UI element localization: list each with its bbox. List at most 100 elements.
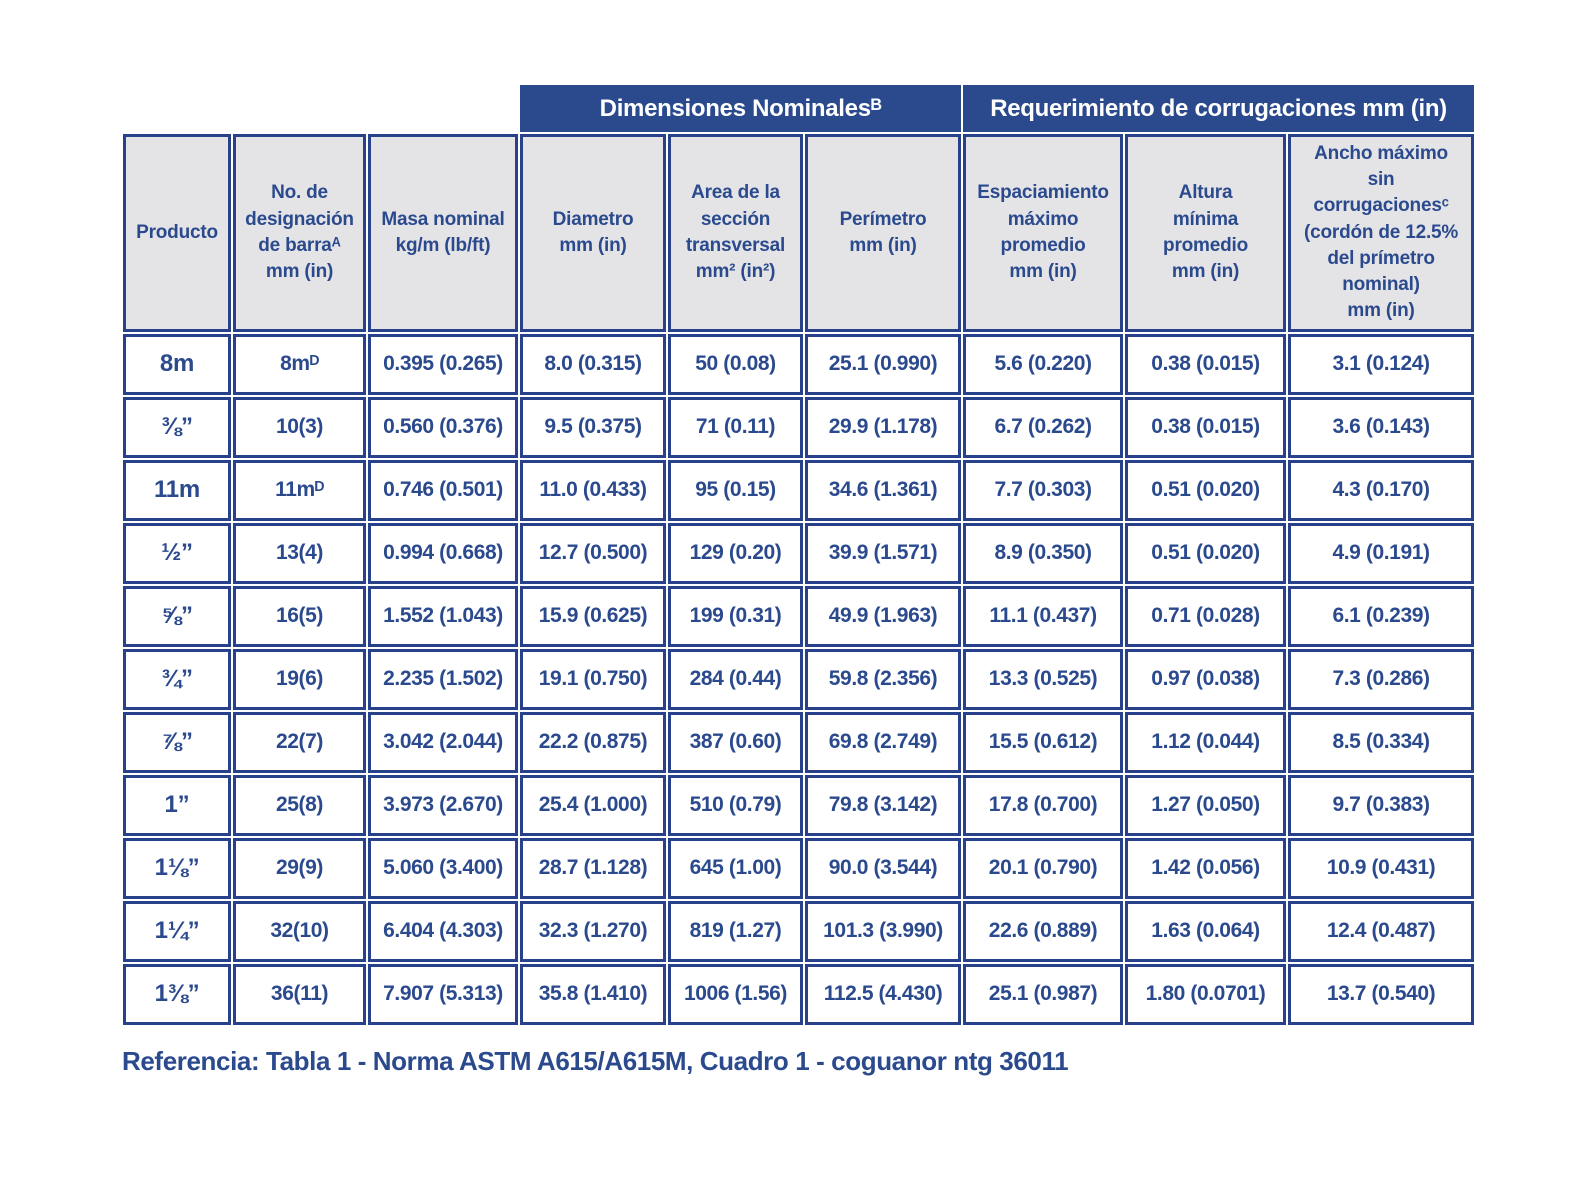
table-cell-designacion: 32(10) <box>233 900 366 962</box>
table-cell-producto: ⅝” <box>123 585 231 647</box>
table-cell-perimetro: 29.9 (1.178) <box>805 396 962 458</box>
table-row: ⅝” 16(5) 1.552 (1.043) 15.9 (0.625) 199 (0.3… <box>123 585 1475 647</box>
table-cell-producto: 8m <box>123 333 231 395</box>
table-cell-ancho: 8.5 (0.334) <box>1288 711 1475 773</box>
table-cell-designacion: 11mᴰ <box>233 459 366 521</box>
table-cell-espaciamiento: 13.3 (0.525) <box>963 648 1124 710</box>
column-header-row: Producto No. de designación de barraᴬ mm … <box>123 134 1475 332</box>
table-cell-ancho: 4.9 (0.191) <box>1288 522 1475 584</box>
column-header-area-seccion: Area de la sección transversal mm² (in²) <box>668 134 803 332</box>
table-cell-area-seccion: 71 (0.11) <box>668 396 803 458</box>
table-cell-ancho: 3.6 (0.143) <box>1288 396 1475 458</box>
table-cell-masa-nominal: 0.746 (0.501) <box>368 459 518 521</box>
table-cell-producto: 11m <box>123 459 231 521</box>
table-cell-designacion: 19(6) <box>233 648 366 710</box>
table-cell-diametro: 11.0 (0.433) <box>520 459 666 521</box>
table-row: 1¼” 32(10) 6.404 (4.303) 32.3 (1.270) 819 (1… <box>123 900 1475 962</box>
table-cell-perimetro: 59.8 (2.356) <box>805 648 962 710</box>
table-cell-area-seccion: 510 (0.79) <box>668 774 803 836</box>
table-cell-designacion: 36(11) <box>233 963 366 1025</box>
banner-row: Dimensiones Nominalesᴮ Requerimiento de … <box>123 85 1475 132</box>
table-cell-altura: 0.51 (0.020) <box>1125 459 1287 521</box>
table-cell-ancho: 4.3 (0.170) <box>1288 459 1475 521</box>
banner-dimensiones-nominales: Dimensiones Nominalesᴮ <box>520 85 962 132</box>
table-cell-area-seccion: 129 (0.20) <box>668 522 803 584</box>
table-cell-ancho: 7.3 (0.286) <box>1288 648 1475 710</box>
table-cell-producto: ⅞” <box>123 711 231 773</box>
rebar-spec-table-container: Dimensiones Nominalesᴮ Requerimiento de … <box>121 83 1476 1027</box>
table-cell-designacion: 10(3) <box>233 396 366 458</box>
table-cell-espaciamiento: 17.8 (0.700) <box>963 774 1124 836</box>
table-row: ¾” 19(6) 2.235 (1.502) 19.1 (0.750) 284 (0.4… <box>123 648 1475 710</box>
table-cell-area-seccion: 95 (0.15) <box>668 459 803 521</box>
table-cell-producto: 1” <box>123 774 231 836</box>
table-cell-masa-nominal: 3.042 (2.044) <box>368 711 518 773</box>
banner-requerimiento-corrugaciones: Requerimiento de corrugaciones mm (in) <box>963 85 1475 132</box>
table-cell-perimetro: 90.0 (3.544) <box>805 837 962 899</box>
table-cell-area-seccion: 819 (1.27) <box>668 900 803 962</box>
table-cell-diametro: 8.0 (0.315) <box>520 333 666 395</box>
column-header-espaciamiento: Espaciamiento máximo promedio mm (in) <box>963 134 1124 332</box>
reference-note: Referencia: Tabla 1 - Norma ASTM A615/A6… <box>122 1046 1069 1076</box>
table-cell-perimetro: 39.9 (1.571) <box>805 522 962 584</box>
table-cell-masa-nominal: 0.994 (0.668) <box>368 522 518 584</box>
table-cell-altura: 0.97 (0.038) <box>1125 648 1287 710</box>
table-cell-espaciamiento: 15.5 (0.612) <box>963 711 1124 773</box>
table-cell-area-seccion: 1006 (1.56) <box>668 963 803 1025</box>
table-cell-perimetro: 112.5 (4.430) <box>805 963 962 1025</box>
table-cell-masa-nominal: 0.560 (0.376) <box>368 396 518 458</box>
table-row: 1⅜” 36(11) 7.907 (5.313) 35.8 (1.410) 1006 (… <box>123 963 1475 1025</box>
table-cell-diametro: 22.2 (0.875) <box>520 711 666 773</box>
table-cell-masa-nominal: 2.235 (1.502) <box>368 648 518 710</box>
table-cell-altura: 1.63 (0.064) <box>1125 900 1287 962</box>
table-cell-espaciamiento: 22.6 (0.889) <box>963 900 1124 962</box>
table-cell-designacion: 29(9) <box>233 837 366 899</box>
table-cell-masa-nominal: 3.973 (2.670) <box>368 774 518 836</box>
table-cell-producto: ⅜” <box>123 396 231 458</box>
banner-spacer <box>123 85 518 132</box>
table-cell-altura: 0.51 (0.020) <box>1125 522 1287 584</box>
table-cell-altura: 1.42 (0.056) <box>1125 837 1287 899</box>
table-cell-perimetro: 49.9 (1.963) <box>805 585 962 647</box>
table-cell-perimetro: 101.3 (3.990) <box>805 900 962 962</box>
table-cell-designacion: 22(7) <box>233 711 366 773</box>
table-row: 1⅛” 29(9) 5.060 (3.400) 28.7 (1.128) 645 (1.… <box>123 837 1475 899</box>
table-cell-espaciamiento: 25.1 (0.987) <box>963 963 1124 1025</box>
table-cell-ancho: 3.1 (0.124) <box>1288 333 1475 395</box>
table-cell-producto: 1⅜” <box>123 963 231 1025</box>
table-cell-producto: ½” <box>123 522 231 584</box>
table-cell-espaciamiento: 7.7 (0.303) <box>963 459 1124 521</box>
table-cell-area-seccion: 284 (0.44) <box>668 648 803 710</box>
table-row: ⅜” 10(3) 0.560 (0.376) 9.5 (0.375) 71 (0.11)… <box>123 396 1475 458</box>
table-cell-perimetro: 34.6 (1.361) <box>805 459 962 521</box>
column-header-designacion: No. de designación de barraᴬ mm (in) <box>233 134 366 332</box>
table-cell-altura: 1.12 (0.044) <box>1125 711 1287 773</box>
table-cell-masa-nominal: 5.060 (3.400) <box>368 837 518 899</box>
table-cell-altura: 0.71 (0.028) <box>1125 585 1287 647</box>
table-cell-diametro: 32.3 (1.270) <box>520 900 666 962</box>
column-header-ancho: Ancho máximo sin corrugacionesᶜ (cordón … <box>1288 134 1475 332</box>
table-cell-altura: 1.80 (0.0701) <box>1125 963 1287 1025</box>
column-header-diametro: Diametro mm (in) <box>520 134 666 332</box>
table-cell-diametro: 19.1 (0.750) <box>520 648 666 710</box>
table-cell-ancho: 9.7 (0.383) <box>1288 774 1475 836</box>
table-cell-perimetro: 69.8 (2.749) <box>805 711 962 773</box>
table-cell-diametro: 28.7 (1.128) <box>520 837 666 899</box>
column-header-masa-nominal: Masa nominal kg/m (lb/ft) <box>368 134 518 332</box>
table-cell-perimetro: 79.8 (3.142) <box>805 774 962 836</box>
table-cell-producto: 1⅛” <box>123 837 231 899</box>
table-cell-espaciamiento: 8.9 (0.350) <box>963 522 1124 584</box>
table-cell-diametro: 25.4 (1.000) <box>520 774 666 836</box>
table-cell-perimetro: 25.1 (0.990) <box>805 333 962 395</box>
table-cell-diametro: 35.8 (1.410) <box>520 963 666 1025</box>
table-cell-area-seccion: 645 (1.00) <box>668 837 803 899</box>
table-cell-designacion: 8mᴰ <box>233 333 366 395</box>
table-cell-masa-nominal: 7.907 (5.313) <box>368 963 518 1025</box>
table-cell-area-seccion: 50 (0.08) <box>668 333 803 395</box>
table-cell-espaciamiento: 6.7 (0.262) <box>963 396 1124 458</box>
column-header-producto: Producto <box>123 134 231 332</box>
table-cell-ancho: 13.7 (0.540) <box>1288 963 1475 1025</box>
column-header-altura: Altura mínima promedio mm (in) <box>1125 134 1287 332</box>
table-cell-ancho: 10.9 (0.431) <box>1288 837 1475 899</box>
